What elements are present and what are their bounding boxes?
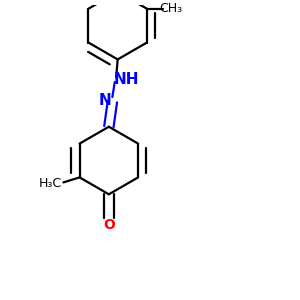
Text: CH₃: CH₃ bbox=[160, 2, 183, 15]
Text: H₃C: H₃C bbox=[39, 177, 62, 190]
Text: O: O bbox=[103, 218, 115, 232]
Text: N: N bbox=[98, 93, 111, 108]
Text: NH: NH bbox=[113, 72, 139, 87]
